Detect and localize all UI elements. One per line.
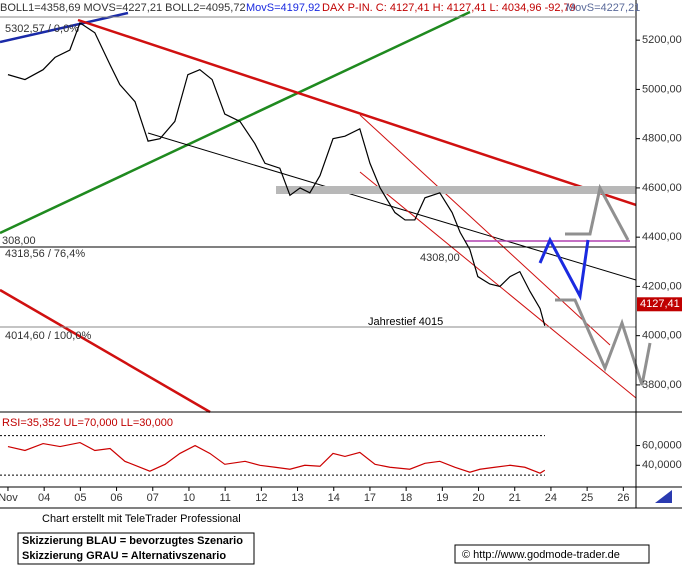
source-box <box>454 544 650 564</box>
x-tick-label: 18 <box>400 492 412 504</box>
y-tick-label: 3800,00 <box>642 379 682 391</box>
x-tick-label: 06 <box>110 492 122 504</box>
y-tick-label: 4400,00 <box>642 231 682 243</box>
trend-line <box>77 18 637 207</box>
series-line <box>7 22 546 326</box>
x-tick-label: 10 <box>183 492 195 504</box>
x-tick-label: 11 <box>219 492 230 504</box>
x-tick-label: 19 <box>436 492 448 504</box>
last-price-label: 4127,41 <box>640 298 680 310</box>
y-tick-label: 4200,00 <box>642 280 682 292</box>
legend-text: Skizzierung BLAU = bevorzugtes Szenario <box>22 535 243 547</box>
y-tick-label: 5200,00 <box>642 34 682 46</box>
y-tick-label: 4600,00 <box>642 182 682 194</box>
annotation: 5302,57 / 0,0% <box>5 23 79 35</box>
header-text: BOLL1=4358,69 MOVS=4227,21 BOLL2=4095,72 <box>0 2 246 14</box>
trend-line <box>0 10 471 235</box>
annotation: 4318,56 / 76,4% <box>5 248 85 260</box>
annotation: 308,00 <box>2 235 36 247</box>
header-text: DAX P-IN. C: 4127,41 H: 4127,41 L: 4034,… <box>322 2 576 14</box>
legend-text: Skizzierung GRAU = Alternativszenario <box>22 550 226 562</box>
channel-line <box>359 114 611 346</box>
channel-line <box>359 171 637 399</box>
blue-scenario <box>538 236 590 301</box>
annotation: Jahrestief 4015 <box>368 316 443 328</box>
x-tick-label: 25 <box>581 492 593 504</box>
x-tick-label: 07 <box>147 492 159 504</box>
x-tick-label: 14 <box>328 492 340 504</box>
x-tick-label: 05 <box>74 492 86 504</box>
x-tick-label: 12 <box>255 492 267 504</box>
rsi-title: RSI=35,352 UL=70,000 LL=30,000 <box>2 417 173 429</box>
annotation: 4308,00 <box>420 252 460 264</box>
x-tick-label: 20 <box>472 492 484 504</box>
trend-line <box>147 132 637 281</box>
x-tick-label: 13 <box>291 492 303 504</box>
x-tick-label: 04 <box>38 492 50 504</box>
source: © http://www.godmode-trader.de <box>462 549 620 561</box>
x-tick-label: 17 <box>364 492 376 504</box>
resistance-zone <box>276 186 636 194</box>
y-tick-label: 4800,00 <box>642 133 682 145</box>
last-price-box <box>637 297 682 312</box>
gray-scenario <box>565 183 630 241</box>
y-tick-label: 5000,00 <box>642 83 682 95</box>
legend-box <box>17 532 255 565</box>
header-text: MovS=4227,21 <box>566 2 640 14</box>
y-tick-label: 4000,00 <box>642 330 682 342</box>
y-tick-label: 40,0000 <box>642 459 682 471</box>
icon <box>655 490 672 503</box>
y-tick-label: 60,0000 <box>642 439 682 451</box>
annotation: 4014,60 / 100,0% <box>5 330 91 342</box>
gray-scenario <box>555 298 652 386</box>
x-tick-label: 21 <box>509 492 521 504</box>
trend-line <box>0 11 129 44</box>
header-text: MovS=4197,92 <box>246 2 320 14</box>
x-tick-label: 26 <box>617 492 629 504</box>
trend-line <box>0 288 211 414</box>
x-tick-label: 24 <box>545 492 557 504</box>
credit: Chart erstellt mit TeleTrader Profession… <box>42 513 241 525</box>
x-tick-label: Nov <box>0 492 18 504</box>
series-line <box>7 441 546 474</box>
